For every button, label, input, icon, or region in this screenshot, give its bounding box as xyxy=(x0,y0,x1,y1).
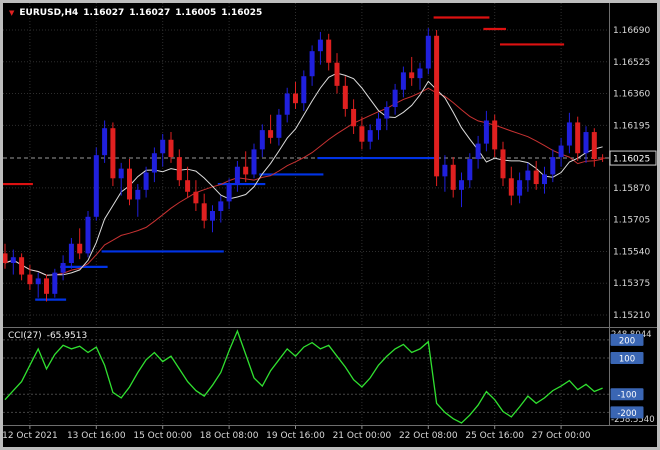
svg-text:15 Oct 00:00: 15 Oct 00:00 xyxy=(133,431,192,441)
svg-text:1.16025: 1.16025 xyxy=(613,155,650,165)
svg-text:27 Oct 00:00: 27 Oct 00:00 xyxy=(532,431,591,441)
chart-canvas[interactable]: 1.16690 1.16525 1.16360 1.16195 1.15870 1.157… xyxy=(3,3,657,447)
price-direction-icon: ▼ xyxy=(9,8,15,17)
svg-text:1.15705: 1.15705 xyxy=(613,216,650,226)
time-axis[interactable]: 12 Oct 2021 13 Oct 16:00 15 Oct 00:00 18 Oc… xyxy=(3,425,591,442)
stop-step-lines xyxy=(3,16,565,301)
svg-text:1.15210: 1.15210 xyxy=(613,311,650,321)
svg-text:200: 200 xyxy=(619,336,635,346)
indicator-value: -65.9513 xyxy=(46,331,88,341)
quote-high: 1.16027 xyxy=(129,8,171,18)
quote-close: 1.16025 xyxy=(221,8,263,18)
svg-text:-100: -100 xyxy=(617,391,636,401)
svg-text:1.16360: 1.16360 xyxy=(613,90,650,100)
svg-text:18 Oct 08:00: 18 Oct 08:00 xyxy=(200,431,259,441)
panel-separators xyxy=(3,3,657,426)
svg-text:1.15540: 1.15540 xyxy=(613,247,650,257)
svg-text:1.15375: 1.15375 xyxy=(613,279,650,289)
quote-header: ▼ EURUSD,H4 1.16027 1.16027 1.16005 1.16… xyxy=(9,8,262,18)
cci-line xyxy=(4,329,603,424)
svg-text:100: 100 xyxy=(619,354,635,364)
symbol-timeframe-label: EURUSD,H4 xyxy=(19,8,79,18)
svg-text:1.16690: 1.16690 xyxy=(613,26,650,36)
svg-text:-258.5540: -258.5540 xyxy=(611,415,655,425)
svg-text:25 Oct 16:00: 25 Oct 16:00 xyxy=(465,431,524,441)
indicator-label: CCI(27) -65.9513 xyxy=(8,331,87,341)
svg-text:13 Oct 16:00: 13 Oct 16:00 xyxy=(67,431,126,441)
grid-lines xyxy=(3,3,609,424)
price-axis[interactable]: 1.16690 1.16525 1.16360 1.16195 1.15870 1.157… xyxy=(609,26,657,321)
indicator-name: CCI(27) xyxy=(8,331,42,341)
svg-text:-200: -200 xyxy=(617,409,636,419)
svg-text:19 Oct 16:00: 19 Oct 16:00 xyxy=(266,431,325,441)
svg-text:1.16195: 1.16195 xyxy=(613,121,650,131)
quote-low: 1.16005 xyxy=(175,8,217,18)
svg-text:21 Oct 00:00: 21 Oct 00:00 xyxy=(333,431,392,441)
svg-text:1.15870: 1.15870 xyxy=(613,184,650,194)
quote-open: 1.16027 xyxy=(83,8,125,18)
svg-text:12 Oct 2021: 12 Oct 2021 xyxy=(3,431,58,441)
svg-text:1.16525: 1.16525 xyxy=(613,58,650,68)
candlesticks xyxy=(3,28,606,302)
svg-text:22 Oct 08:00: 22 Oct 08:00 xyxy=(399,431,458,441)
